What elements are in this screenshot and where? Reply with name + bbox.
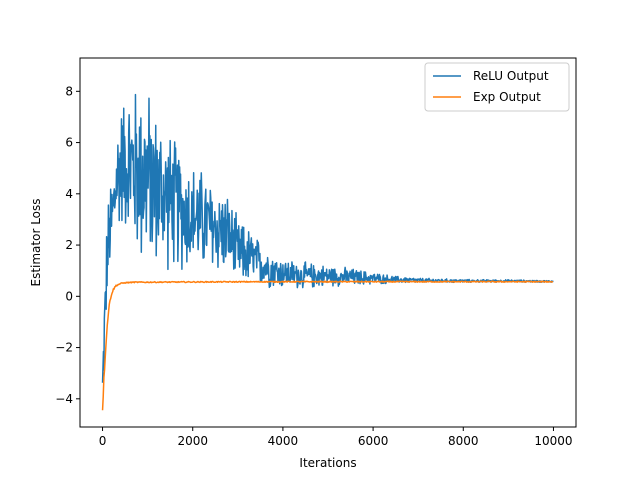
legend-box — [424, 62, 570, 112]
legend-label: Exp Output — [473, 90, 541, 104]
y-tick-label: −2 — [55, 341, 73, 355]
legend-label: ReLU Output — [473, 69, 549, 83]
plot-frame — [79, 57, 577, 428]
x-tick-label: 6000 — [358, 434, 389, 448]
y-tick-label: 8 — [65, 84, 73, 98]
x-tick-label: 4000 — [268, 434, 299, 448]
y-axis-label: Estimator Loss — [29, 198, 43, 286]
y-tick-label: 0 — [65, 289, 73, 303]
y-tick-label: 6 — [65, 136, 73, 150]
x-tick-label: 8000 — [448, 434, 479, 448]
y-tick-label: 2 — [65, 238, 73, 252]
y-axis: −4 −2 0 2 4 6 8 — [55, 84, 80, 406]
x-tick-label: 0 — [99, 434, 107, 448]
y-tick-label: 4 — [65, 187, 73, 201]
x-tick-label: 10000 — [534, 434, 572, 448]
x-axis-label: Iterations — [299, 456, 356, 470]
x-axis: 0 2000 4000 6000 8000 10000 — [99, 427, 573, 448]
plot-lines — [101, 93, 554, 411]
x-tick-label: 2000 — [177, 434, 208, 448]
legend: ReLU Output Exp Output — [424, 62, 570, 112]
series-line-2 — [101, 280, 554, 411]
y-tick-label: −4 — [55, 392, 73, 406]
series-line-1 — [101, 93, 554, 383]
